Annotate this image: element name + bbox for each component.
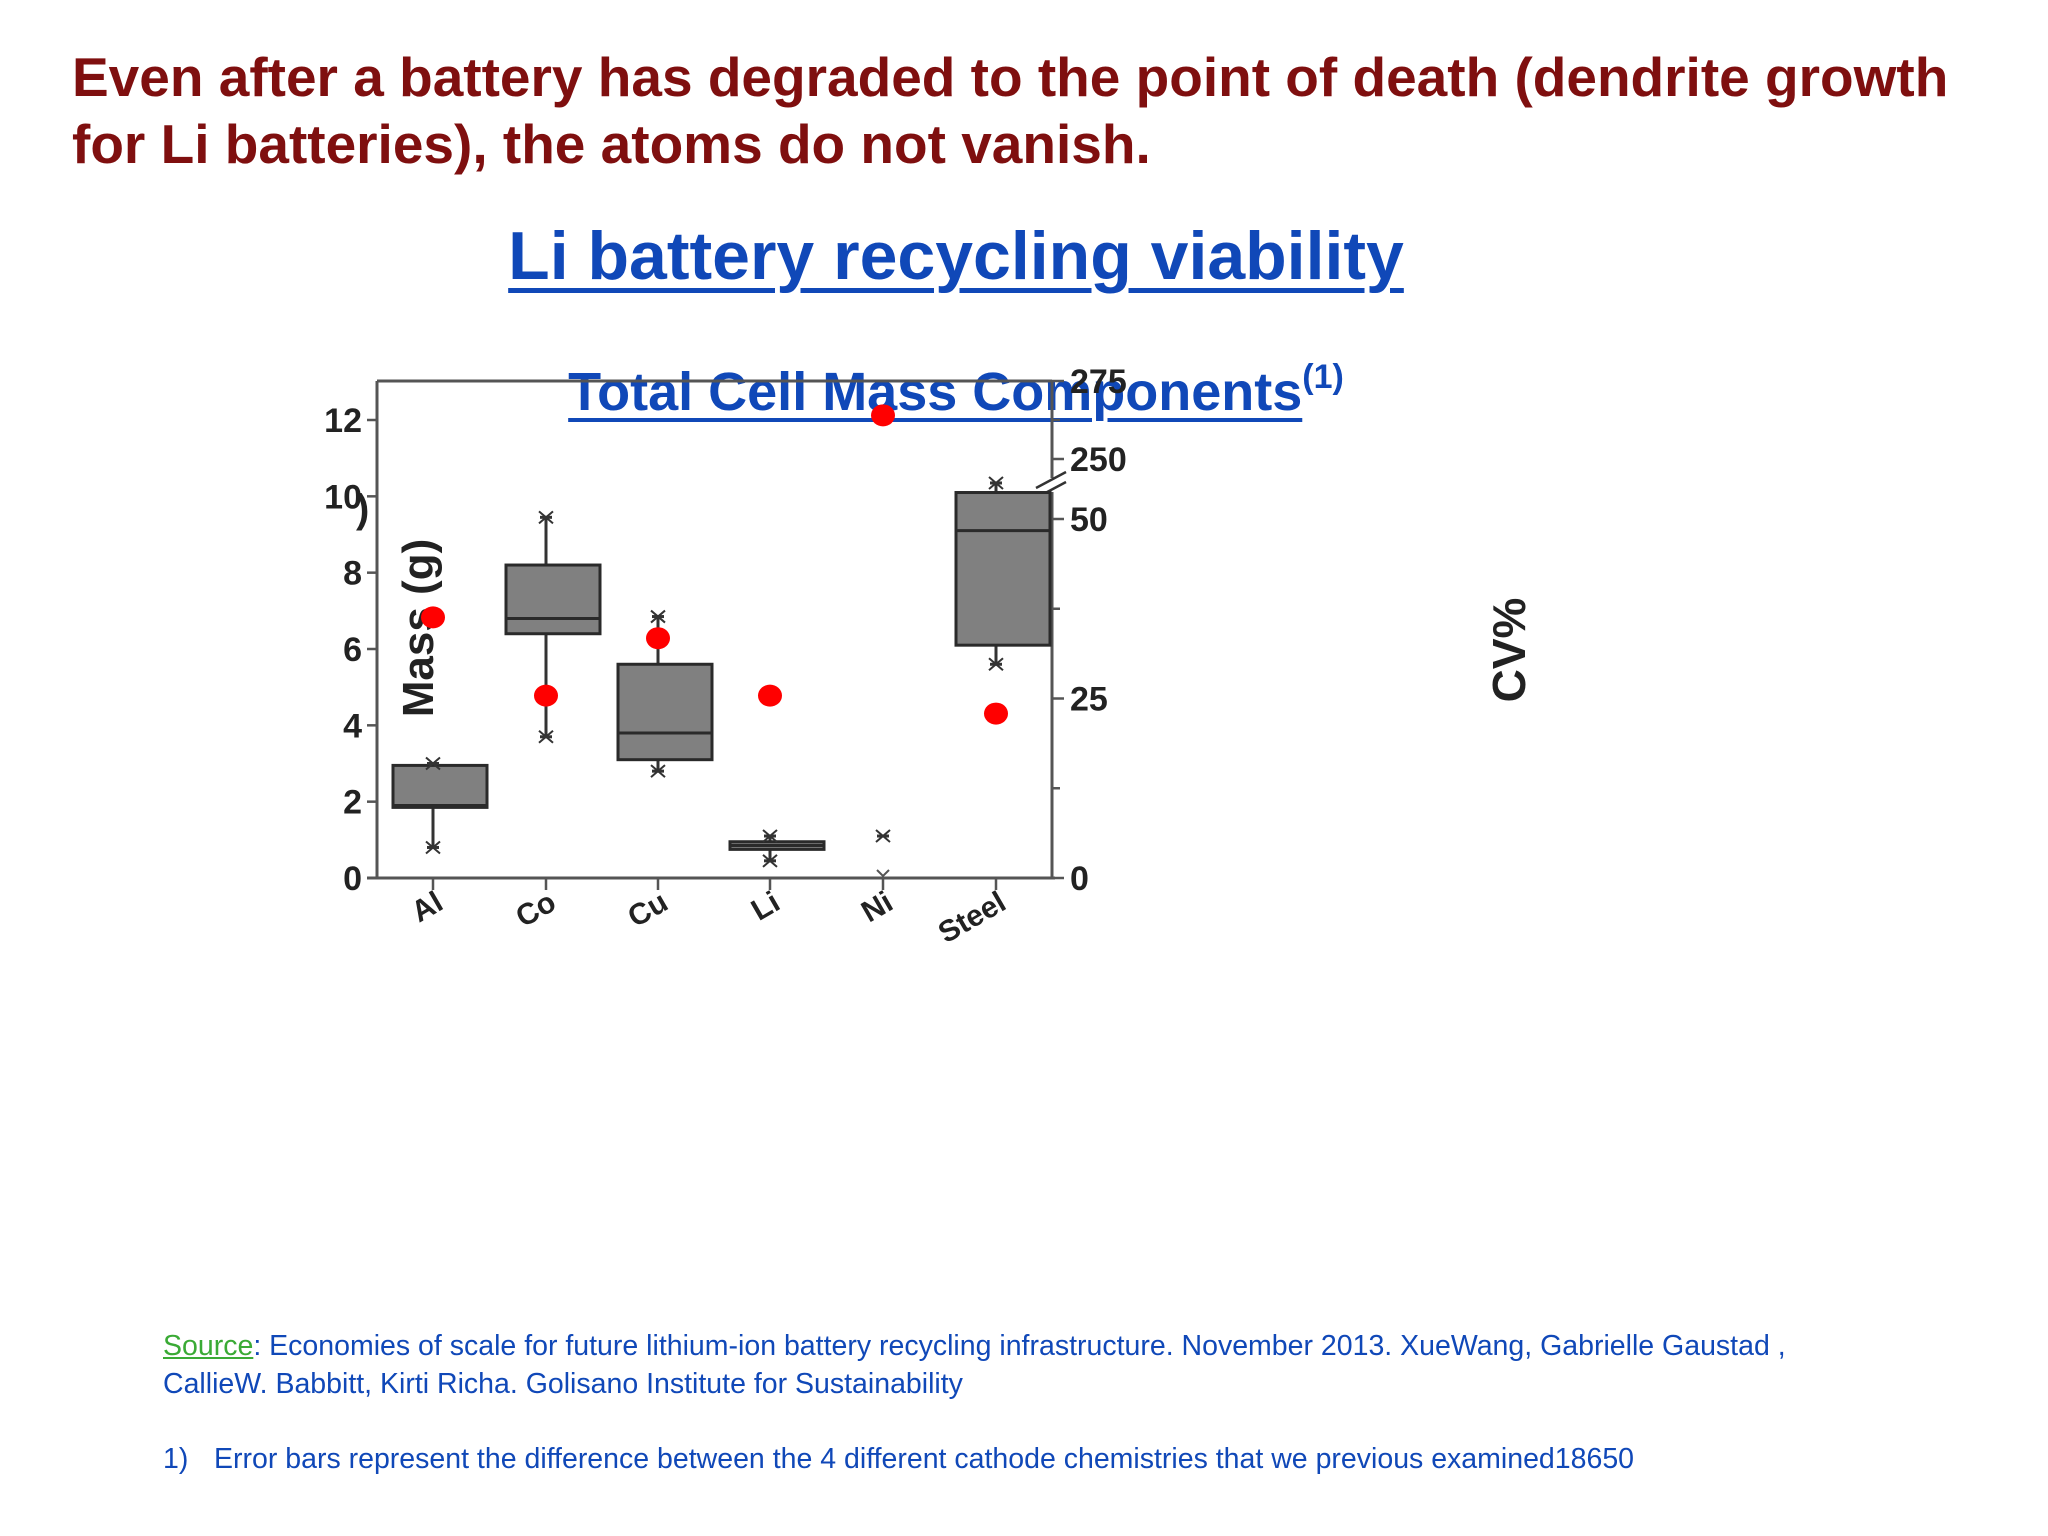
y-tick-label: 4	[343, 707, 362, 745]
y2-tick-label: 275	[1070, 363, 1127, 401]
cv-marker-Al	[421, 606, 445, 629]
cv-marker-Li	[758, 684, 782, 707]
y-tick-label: 8	[343, 555, 362, 593]
x-tick-label: Ni	[856, 885, 898, 929]
axis-break-mark	[1035, 470, 1067, 490]
x-tick-label: Cu	[622, 885, 673, 934]
y-tick-label: 0	[343, 860, 362, 898]
footnote: 1) Error bars represent the difference be…	[163, 1440, 1963, 1478]
cv-marker-Cu	[646, 627, 670, 650]
source-citation: Source: Economies of scale for future li…	[163, 1327, 1863, 1403]
box-Cu	[616, 662, 714, 762]
whisker-end-marker	[876, 869, 890, 878]
slide-title-text: Li battery recycling viability	[508, 218, 1404, 294]
y-tick-label: 2	[343, 784, 362, 822]
y-tick-label: 10	[324, 478, 362, 516]
y2-tick-label: 25	[1070, 681, 1108, 719]
box-Al	[391, 763, 489, 809]
x-tick-label: Steel	[933, 885, 1012, 949]
box-Steel	[954, 491, 1052, 647]
y-tick-label: 6	[343, 631, 362, 669]
slide-title: Li battery recycling viability	[0, 216, 1912, 296]
source-link[interactable]: Source	[163, 1330, 254, 1362]
cv-marker-Steel	[984, 702, 1008, 725]
source-text: : Economies of scale for future lithium-…	[163, 1330, 1786, 1400]
box-Co	[504, 563, 602, 636]
slide-headline: Even after a battery has degraded to the…	[72, 46, 1949, 175]
y2-tick-label: 250	[1070, 441, 1127, 479]
footnote-number: 1)	[163, 1443, 189, 1475]
cv-marker-Co	[534, 684, 558, 707]
y2-axis-label: CV%	[1483, 598, 1535, 703]
footnote-reference: (1)	[1302, 358, 1344, 396]
chart-subtitle-text: Total Cell Mass Components	[568, 362, 1303, 422]
x-tick-label: Co	[510, 885, 561, 934]
y-tick-label: 12	[324, 402, 362, 440]
cv-marker-Ni	[871, 404, 895, 427]
chart-subtitle: Total Cell Mass Components(1)	[0, 342, 1912, 427]
y2-tick-label: 50	[1070, 501, 1108, 539]
x-tick-label: Li	[746, 885, 786, 927]
panel-label: )	[356, 487, 369, 531]
y2-tick-label: 0	[1070, 860, 1089, 898]
x-tick-label: Al	[406, 885, 448, 929]
footnote-text: Error bars represent the difference betw…	[214, 1443, 1635, 1475]
